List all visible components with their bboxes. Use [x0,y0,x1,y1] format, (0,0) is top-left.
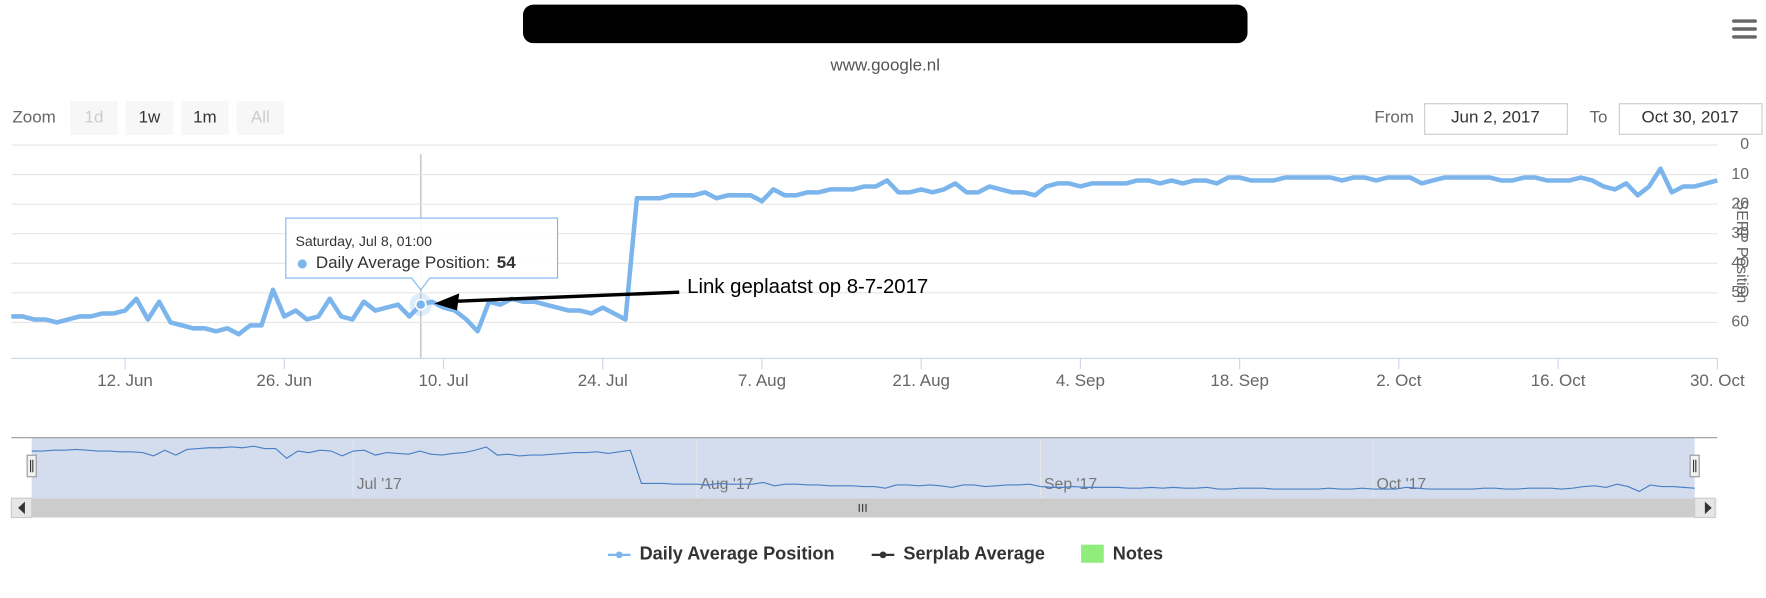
button-label: All [251,107,270,126]
thumb-body [31,498,1695,518]
subtitle: www.google.nl [830,55,940,74]
navigator-tick-label: Sep '17 [1044,476,1097,493]
menu-bar [1732,27,1757,31]
button-arrow [18,501,25,515]
navigator: Jul '17 Aug '17 Sep '17 Oct '17 [10,437,1718,519]
button-bg [70,100,118,135]
from-input[interactable]: Jun 2, 2017 [1424,103,1568,135]
data-line [11,166,1718,337]
tooltip-box [285,217,559,291]
y-tick-label: 0 [1740,136,1749,153]
tooltip-header: Saturday, Jul 8, 01:00 [295,233,432,249]
y-tick-label: 10 [1731,166,1749,183]
legend: Daily Average Position Serplab Average Not… [607,544,1163,564]
zoom-button[interactable]: 1m [181,100,229,135]
legend-label: Daily Average Position [640,544,835,564]
menu-button[interactable] [1732,19,1757,39]
annotation-arrowhead [434,293,460,311]
legend-symbol-dot [615,551,623,559]
legend-symbol-dot [879,551,887,559]
zoom-button[interactable]: 1d [70,100,118,135]
button-label: 1m [193,107,217,126]
input-box [1424,103,1568,135]
annotation-arrow [454,290,680,303]
to-input[interactable]: Oct 30, 2017 [1618,103,1763,135]
navigator-bg [11,437,1718,499]
legend-item[interactable]: Daily Average Position [607,544,835,564]
button-label: 1w [139,107,161,126]
x-tick-label: 24. Jul [578,371,628,390]
grid: 0 10 20 30 40 50 60 12. Jun 26. Jun 10. Jul 24. Ju… [11,136,1749,390]
zoom-button[interactable]: All [236,100,285,135]
x-tick-label: 26. Jun [256,371,312,390]
handle-body [1689,454,1700,478]
legend-item[interactable]: Notes [1081,544,1163,564]
annotation: Link geplaatst op 8-7-2017 [687,276,928,298]
legend-symbol-box [1081,544,1104,563]
scrollbar-thumb[interactable] [31,498,1695,518]
tooltip-line: Daily Average Position: 54 [316,253,516,272]
legend-label: Notes [1113,544,1163,564]
button-label: 1d [85,107,104,126]
x-tick-label: 30. Oct [1690,371,1745,390]
navigator-handle[interactable] [1689,454,1700,478]
plot: Saturday, Jul 8, 01:00 Daily Average Posi… [11,166,1718,337]
button-bg [236,100,285,135]
navigator-handle[interactable] [26,454,37,478]
menu-bar [1732,19,1757,23]
scrollbar-button[interactable] [10,497,33,519]
button-bg [125,100,174,135]
x-tick-label: 2. Oct [1376,371,1422,390]
x-tick-label: 21. Aug [892,371,950,390]
legend-label: Serplab Average [903,544,1045,564]
handle-body [26,454,37,478]
from-label: From [1374,107,1414,126]
y-axis-title: SERP Position [1733,200,1750,304]
scrollbar-button[interactable] [1694,497,1716,519]
navigator-tick-label: Jul '17 [357,476,402,493]
tooltip: Saturday, Jul 8, 01:00 Daily Average Posi… [285,217,559,291]
legend-item[interactable]: Serplab Average [871,544,1045,564]
to-label: To [1590,107,1608,126]
y-tick-label: 20 [1731,195,1749,212]
navigator-line [31,445,1695,493]
y-tick-label: 50 [1731,284,1749,301]
tooltip-bullet [297,259,307,269]
tooltip-label: Daily Average Position: [316,253,490,272]
tooltip-value: 54 [497,253,516,272]
button-arrow [1704,501,1712,515]
y-tick-label: 40 [1731,254,1749,271]
x-tick-label: 16. Oct [1531,371,1586,390]
redacted-title [523,4,1248,44]
y-tick-label: 60 [1731,314,1749,331]
input-box [1618,103,1763,135]
x-tick-label: 7. Aug [738,371,786,390]
x-tick-label: 18. Sep [1210,371,1269,390]
x-tick-label: 10. Jul [419,371,469,390]
zoom-label: Zoom [12,107,55,126]
navigator-tick-label: Oct '17 [1377,476,1427,493]
menu-bar [1732,35,1757,39]
x-tick-label: 12. Jun [97,371,153,390]
x-tick-label: 4. Sep [1056,371,1105,390]
y-tick-label: 30 [1731,225,1749,242]
zoom-button[interactable]: 1w [125,100,174,135]
to-value: Oct 30, 2017 [1642,107,1739,126]
button-bg [181,100,229,135]
hover-point [414,298,427,311]
from-value: Jun 2, 2017 [1451,107,1540,126]
